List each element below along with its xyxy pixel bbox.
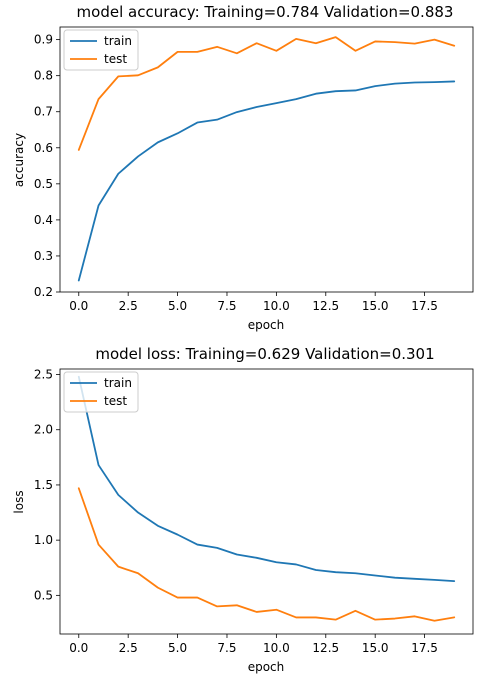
accuracy-y-tick-label: 0.2 <box>34 285 53 299</box>
accuracy-test-line <box>77 36 456 151</box>
loss-x-tick-label: 15.0 <box>362 641 389 655</box>
loss-series-group <box>77 375 456 622</box>
accuracy-y-tick-label: 0.6 <box>34 141 53 155</box>
loss-legend-test-label: test <box>104 394 127 408</box>
accuracy-x-label: epoch <box>248 318 285 332</box>
loss-chart: model loss: Training=0.629 Validation=0.… <box>12 345 474 674</box>
loss-x-tick-label: 2.5 <box>119 641 138 655</box>
loss-y-tick-label: 0.5 <box>34 588 53 602</box>
accuracy-legend: train test <box>63 29 139 71</box>
accuracy-x-tick-label: 7.5 <box>217 299 236 313</box>
accuracy-x-tick-label: 12.5 <box>312 299 339 313</box>
loss-y-axis: 0.5 1.0 1.5 2.0 2.5 <box>34 368 60 602</box>
loss-x-label: epoch <box>248 660 285 674</box>
accuracy-x-tick-label: 5.0 <box>168 299 187 313</box>
accuracy-plot-area <box>59 26 474 293</box>
accuracy-x-tick-label: 15.0 <box>362 299 389 313</box>
accuracy-x-tick-label: 2.5 <box>119 299 138 313</box>
accuracy-legend-frame <box>63 29 139 71</box>
accuracy-x-tick-label: 10.0 <box>263 299 290 313</box>
loss-x-axis: 0.0 2.5 5.0 7.5 10.0 12.5 15.0 17.5 <box>69 634 438 655</box>
accuracy-legend-test-label: test <box>104 52 127 66</box>
loss-x-tick-label: 0.0 <box>69 641 88 655</box>
loss-plot-area <box>59 368 474 635</box>
accuracy-series-group <box>77 36 456 282</box>
accuracy-y-tick-label: 0.3 <box>34 249 53 263</box>
accuracy-y-axis: 0.2 0.3 0.4 0.5 0.6 0.7 0.8 0.9 <box>34 33 60 299</box>
loss-x-tick-label: 10.0 <box>263 641 290 655</box>
loss-test-line <box>77 487 456 622</box>
accuracy-chart: model accuracy: Training=0.784 Validatio… <box>12 3 474 332</box>
loss-train-line <box>77 375 456 583</box>
accuracy-y-tick-label: 0.7 <box>34 105 53 119</box>
loss-x-tick-label: 5.0 <box>168 641 187 655</box>
loss-legend-train-label: train <box>104 376 132 390</box>
accuracy-y-tick-label: 0.9 <box>34 33 53 47</box>
accuracy-y-label: accuracy <box>12 133 26 187</box>
accuracy-chart-title: model accuracy: Training=0.784 Validatio… <box>77 3 454 21</box>
loss-y-tick-label: 2.0 <box>34 423 53 437</box>
loss-y-tick-label: 2.5 <box>34 368 53 382</box>
accuracy-legend-train-label: train <box>104 34 132 48</box>
loss-x-tick-label: 17.5 <box>411 641 438 655</box>
loss-legend: train test <box>63 371 139 413</box>
loss-y-label: loss <box>12 490 26 513</box>
accuracy-y-tick-label: 0.4 <box>34 213 53 227</box>
accuracy-x-tick-label: 0.0 <box>69 299 88 313</box>
accuracy-x-tick-label: 17.5 <box>411 299 438 313</box>
accuracy-train-line <box>77 80 456 282</box>
loss-y-tick-label: 1.0 <box>34 533 53 547</box>
loss-x-tick-label: 7.5 <box>217 641 236 655</box>
accuracy-y-tick-label: 0.5 <box>34 177 53 191</box>
accuracy-x-axis: 0.0 2.5 5.0 7.5 10.0 12.5 15.0 17.5 <box>69 292 438 313</box>
loss-y-tick-label: 1.5 <box>34 478 53 492</box>
loss-x-tick-label: 12.5 <box>312 641 339 655</box>
loss-legend-frame <box>63 371 139 413</box>
accuracy-y-tick-label: 0.8 <box>34 69 53 83</box>
loss-chart-title: model loss: Training=0.629 Validation=0.… <box>95 345 434 363</box>
